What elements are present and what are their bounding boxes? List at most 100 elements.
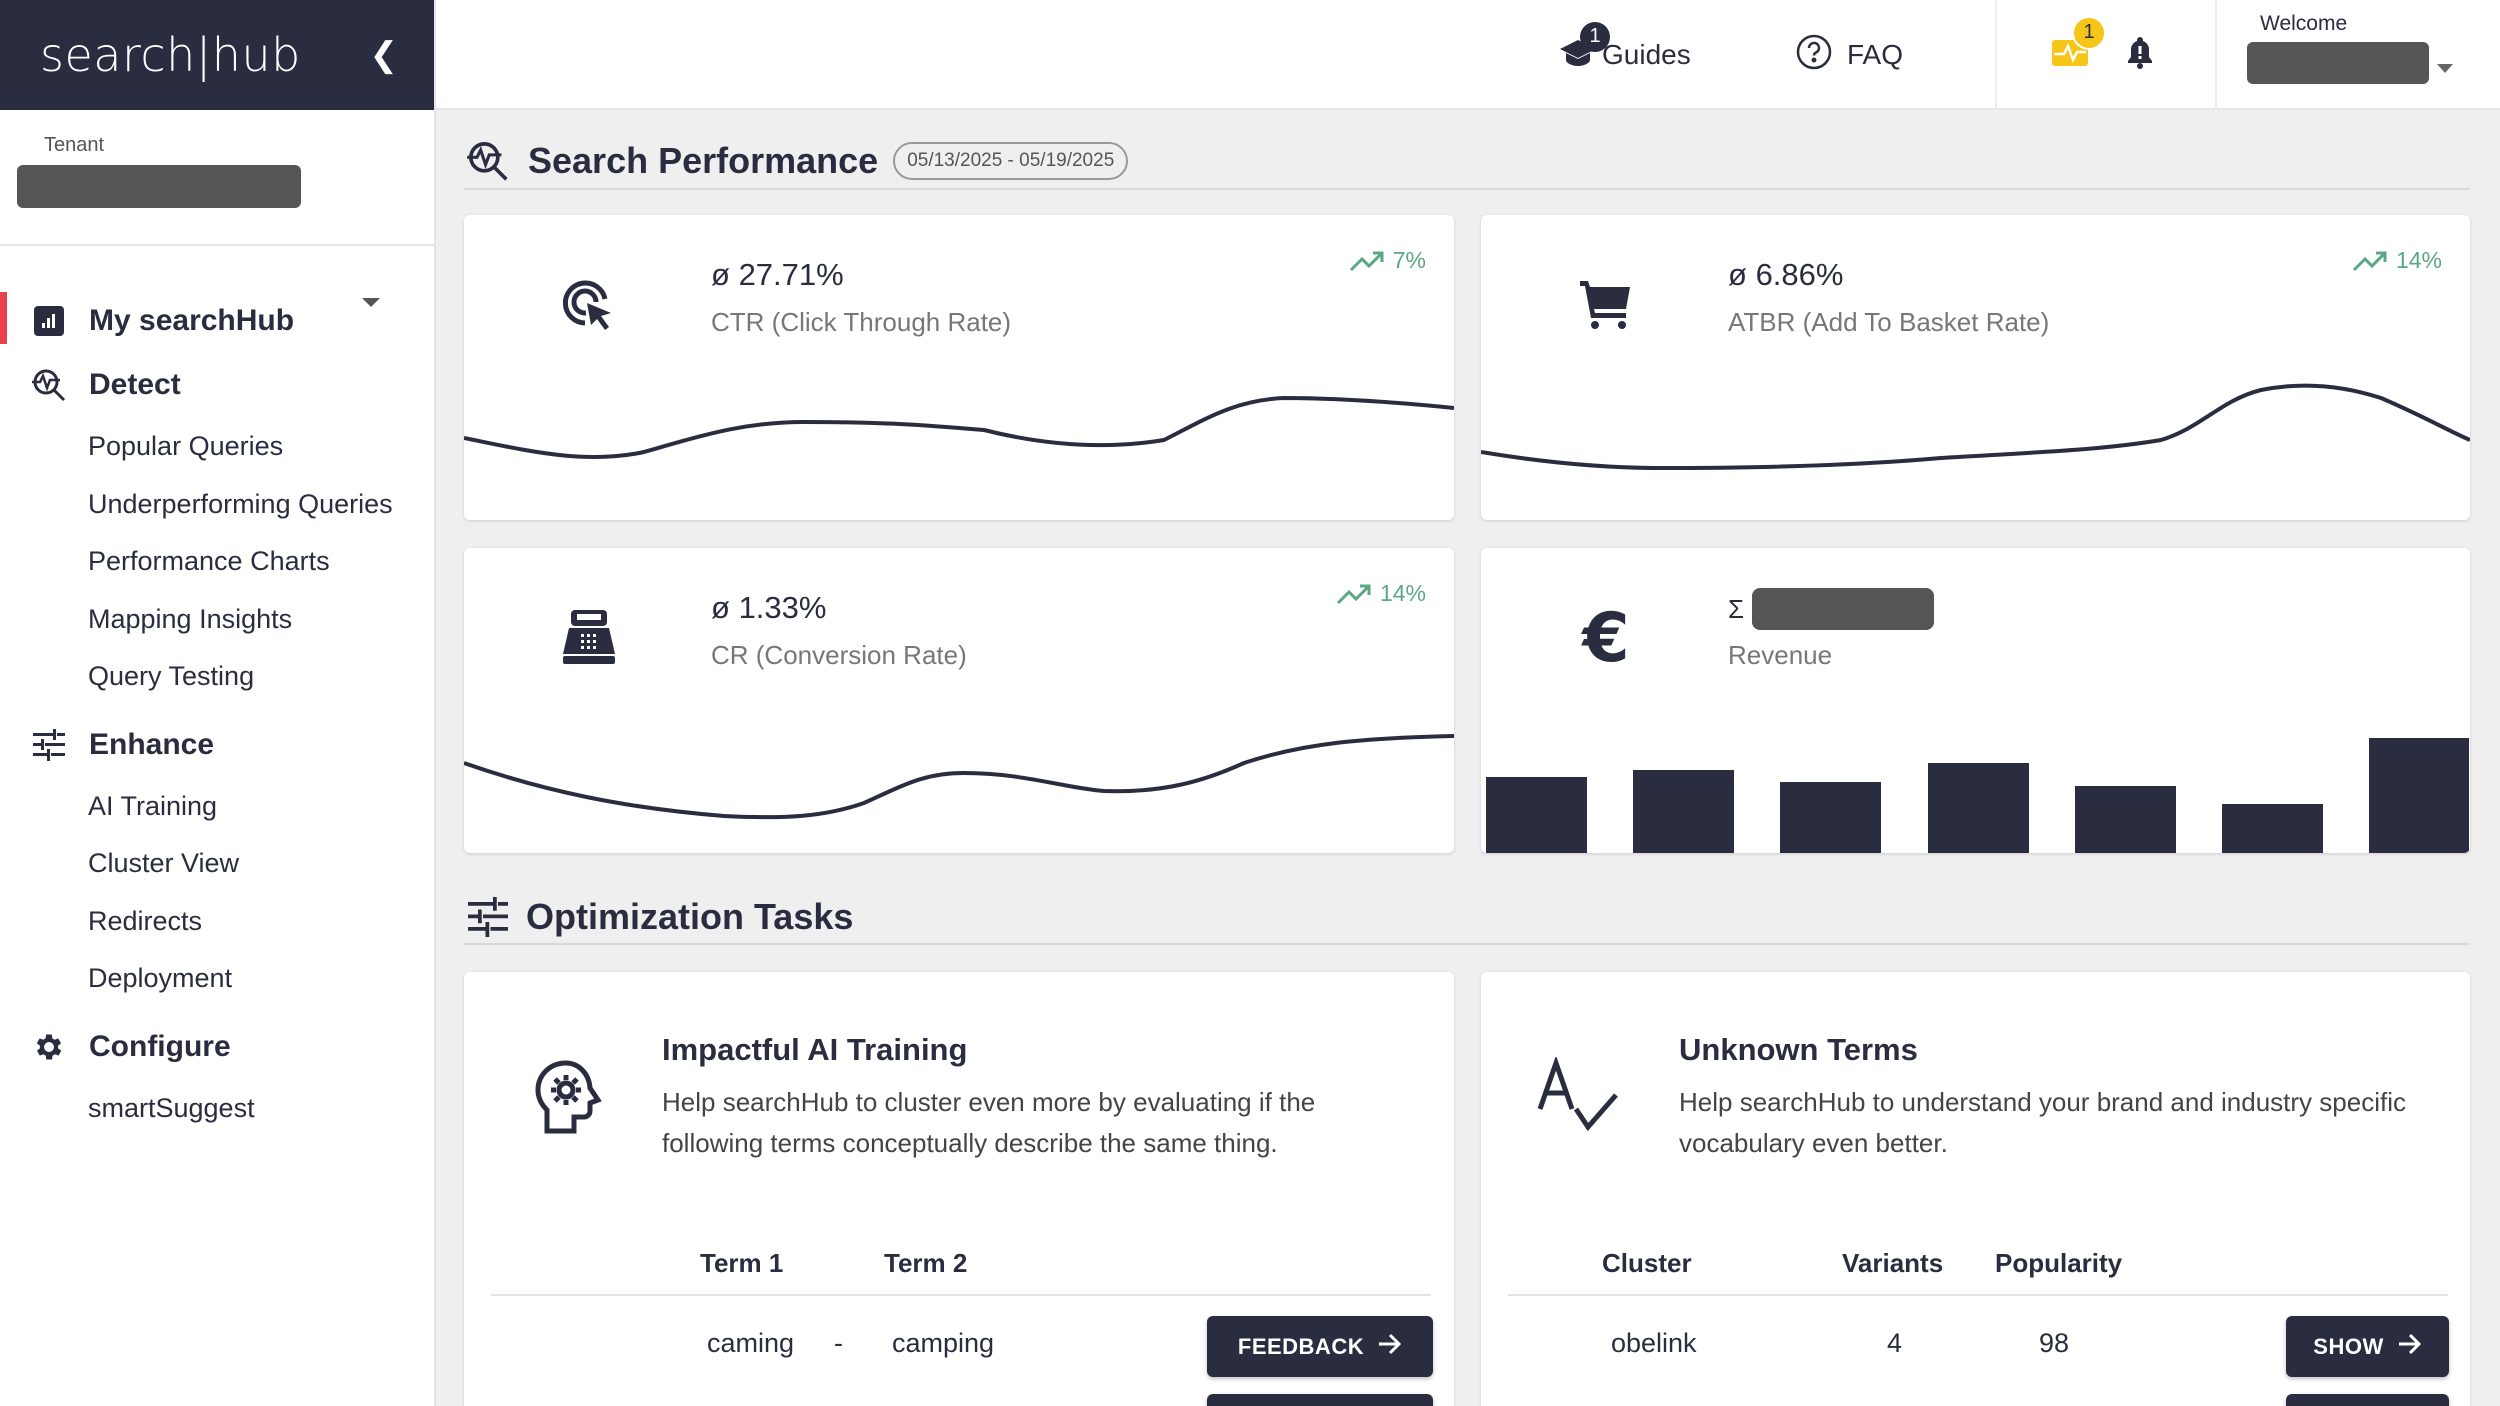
arrow-right-icon: [2398, 1333, 2422, 1361]
cr-sparkline: [464, 734, 1454, 820]
click-target-icon: [554, 270, 624, 340]
sidebar-item-label: Enhance: [89, 727, 215, 761]
feedback-button[interactable]: [1207, 1394, 1433, 1406]
kpi-label: Revenue: [1728, 640, 1833, 670]
trend-value: 7%: [1392, 247, 1426, 273]
task-description: Help searchHub to cluster even more by e…: [662, 1087, 1316, 1158]
column-header-popularity: Popularity: [1995, 1248, 2123, 1278]
searchhub-logo: search|hub: [40, 28, 301, 82]
trend-badge: 14%: [2352, 247, 2442, 274]
atbr-sparkline: [1481, 383, 2470, 471]
revenue-bar-chart: [1486, 738, 2469, 853]
section-title: Optimization Tasks: [526, 896, 854, 937]
search-performance-heading: Search Performance 05/13/2025 - 05/19/20…: [466, 136, 1129, 186]
sidebar: search|hub ❮ Tenant My searchHub Detect …: [0, 0, 436, 1406]
kpi-label: CR (Conversion Rate): [711, 640, 967, 670]
term2-cell: camping: [892, 1328, 995, 1358]
sidebar-item-label: My searchHub: [89, 304, 295, 337]
activity-button[interactable]: 1: [2052, 0, 2106, 110]
sliders-icon: [468, 897, 508, 937]
sidebar-item-popular-queries[interactable]: Popular Queries: [88, 431, 284, 462]
sidebar-item-detect[interactable]: Detect: [0, 360, 434, 410]
sidebar-item-deployment[interactable]: Deployment: [88, 963, 233, 994]
show-button[interactable]: SHOW: [2286, 1316, 2449, 1377]
kpi-value: ø 1.33%: [711, 590, 826, 626]
table-divider: [1508, 1294, 2448, 1296]
guides-button[interactable]: 1 Guides: [1560, 0, 1691, 110]
kpi-number: 6.86%: [1755, 257, 1844, 292]
activity-badge: 1: [2072, 15, 2106, 50]
sidebar-item-cluster-view[interactable]: Cluster View: [88, 848, 240, 879]
task-description: Help searchHub to understand your brand …: [1679, 1087, 2406, 1158]
average-symbol: ø: [1728, 257, 1747, 292]
sidebar-item-enhance[interactable]: Enhance: [0, 720, 434, 770]
term1-cell: caming: [707, 1328, 795, 1358]
kpi-card-atbr[interactable]: ø 6.86% ATBR (Add To Basket Rate) 14%: [1481, 215, 2470, 520]
sidebar-item-label: Detect: [89, 368, 181, 401]
kpi-value: Σ: [1728, 588, 1935, 630]
trending-up-icon: [2352, 251, 2387, 271]
cash-register-icon: [554, 603, 624, 673]
ai-training-task-card: Impactful AI Training Help searchHub to …: [464, 972, 1454, 1406]
kpi-number: 27.71%: [738, 257, 844, 292]
section-divider: [464, 943, 2470, 945]
page-title: Search Performance: [528, 140, 879, 181]
sidebar-item-smartsuggest[interactable]: smartSuggest: [88, 1092, 255, 1123]
activity-monitor-icon: 1: [2052, 15, 2106, 75]
variants-cell: 4: [1887, 1328, 1903, 1358]
header-divider: [2215, 0, 2217, 110]
sidebar-item-my-searchhub[interactable]: My searchHub: [0, 292, 434, 346]
header-divider: [1995, 0, 1997, 110]
sidebar-item-mapping-insights[interactable]: Mapping Insights: [88, 603, 293, 634]
tenant-selector: Tenant: [0, 110, 434, 307]
sidebar-item-underperforming-queries[interactable]: Underperforming Queries: [88, 488, 393, 519]
search-pulse-icon: [29, 367, 69, 403]
date-range-badge[interactable]: 05/13/2025 - 05/19/2025: [893, 142, 1129, 180]
task-title: Impactful AI Training: [662, 1032, 968, 1067]
sum-symbol: Σ: [1728, 593, 1745, 624]
chevron-down-icon[interactable]: [362, 298, 380, 307]
feedback-button[interactable]: FEEDBACK: [1207, 1316, 1433, 1377]
logo-bar: search|hub ❮: [0, 0, 434, 110]
popularity-cell: 98: [2039, 1328, 2070, 1358]
sidebar-item-performance-charts[interactable]: Performance Charts: [88, 546, 330, 577]
ctr-sparkline: [464, 395, 1454, 460]
kpi-card-ctr[interactable]: ø 27.71% CTR (Click Through Rate) 7%: [464, 215, 1454, 520]
trend-badge: 14%: [1336, 580, 1426, 607]
faq-button[interactable]: FAQ: [1795, 0, 1903, 110]
kpi-card-cr[interactable]: ø 1.33% CR (Conversion Rate) 14%: [464, 548, 1454, 853]
guides-label: Guides: [1602, 39, 1691, 70]
collapse-sidebar-icon[interactable]: ❮: [369, 36, 399, 74]
notifications-button[interactable]: [2125, 0, 2155, 110]
kpi-card-revenue[interactable]: € Σ Revenue: [1481, 548, 2470, 853]
guides-badge: 1: [1580, 21, 1610, 52]
unknown-terms-task-card: Unknown Terms Help searchHub to understa…: [1481, 972, 2470, 1406]
kpi-label: CTR (Click Through Rate): [711, 307, 1012, 337]
section-divider: [464, 188, 2470, 190]
search-pulse-icon: [466, 139, 510, 183]
average-symbol: ø: [711, 257, 730, 292]
kpi-value: ø 27.71%: [711, 257, 844, 293]
average-symbol: ø: [711, 590, 730, 625]
sidebar-item-ai-training[interactable]: AI Training: [88, 790, 218, 821]
tenant-select[interactable]: [17, 165, 301, 208]
sidebar-item-redirects[interactable]: Redirects: [88, 905, 203, 936]
trend-value: 14%: [2395, 247, 2442, 273]
chevron-down-icon[interactable]: [2437, 64, 2453, 73]
bar-chart-icon: [29, 306, 69, 336]
gear-icon: [29, 1030, 69, 1064]
column-header-term2: Term 2: [884, 1248, 968, 1278]
task-title: Unknown Terms: [1679, 1032, 1918, 1067]
tenant-label: Tenant: [44, 134, 105, 156]
show-button[interactable]: [2286, 1394, 2449, 1406]
trend-value: 14%: [1379, 580, 1426, 606]
user-menu[interactable]: [2247, 42, 2429, 84]
sidebar-item-configure[interactable]: Configure: [0, 1022, 434, 1072]
sidebar-item-query-testing[interactable]: Query Testing: [88, 661, 255, 692]
help-circle-icon: [1795, 33, 1833, 78]
shopping-cart-icon: [1571, 270, 1641, 340]
sidebar-item-label: Configure: [89, 1029, 231, 1063]
cluster-cell: obelink: [1611, 1328, 1697, 1358]
revenue-redacted-value: [1752, 588, 1935, 630]
arrow-right-icon: [1378, 1333, 1402, 1361]
